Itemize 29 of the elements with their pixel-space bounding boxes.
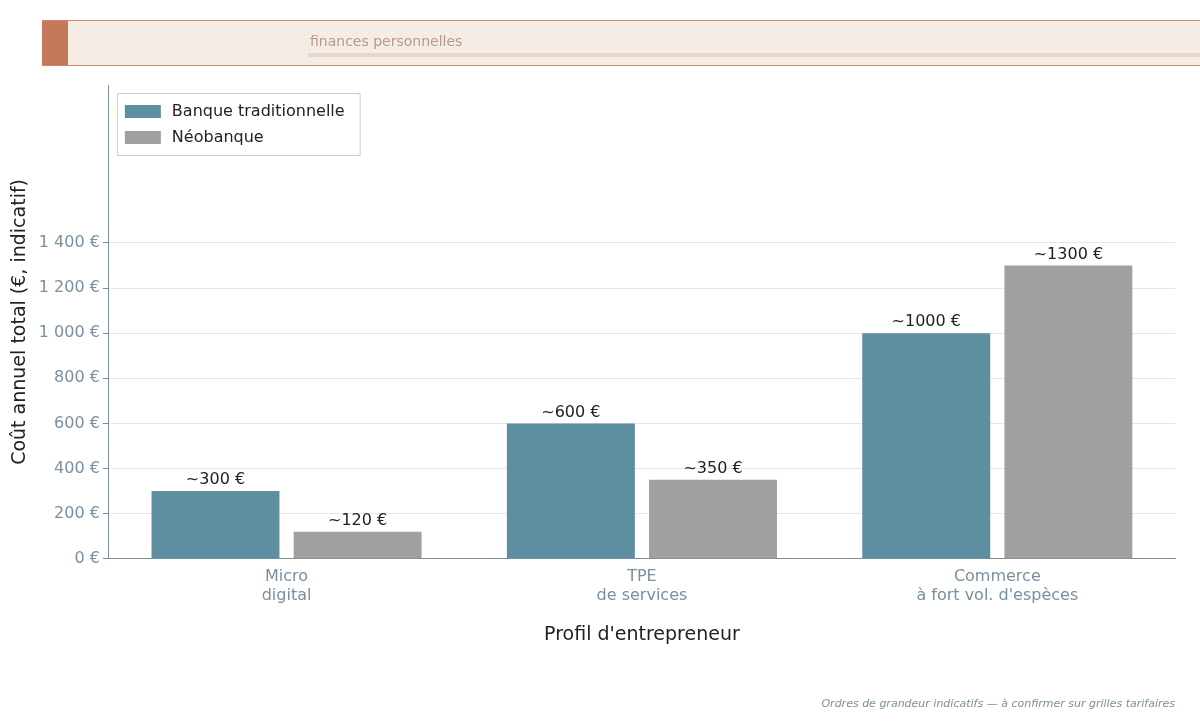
bar	[649, 479, 777, 559]
data-label: ~350 €	[683, 457, 743, 477]
y-tick-label: 600 €	[54, 412, 100, 432]
legend-label: Banque traditionnelle	[171, 101, 345, 121]
x-tick-label: TPE de services	[596, 565, 688, 604]
chart-subtitle: finances personnelles	[310, 33, 463, 49]
bar	[151, 491, 280, 559]
y-tick-label: 0 €	[74, 547, 100, 567]
bar	[506, 423, 635, 559]
y-axis-title: Coût annuel total (€, indicatif)	[7, 178, 30, 465]
x-tick-label: Micro digital	[261, 565, 312, 604]
bar	[1004, 265, 1133, 559]
data-label: ~1300 €	[1033, 243, 1104, 263]
bar	[862, 333, 991, 559]
y-tick-label: 200 €	[54, 502, 100, 522]
data-label: ~600 €	[541, 401, 601, 421]
y-tick-label: 400 €	[54, 457, 100, 477]
bar	[293, 531, 422, 559]
y-tick-label: 1 000 €	[38, 322, 100, 342]
y-tick-label: 800 €	[54, 367, 100, 387]
data-label: ~300 €	[185, 469, 246, 489]
legend-label: Néobanque	[171, 127, 264, 147]
data-label: ~120 €	[328, 509, 388, 529]
x-tick-label: Commerce à fort vol. d'espèces	[916, 565, 1079, 604]
x-axis-title: Profil d'entrepreneur	[544, 621, 740, 644]
y-tick-label: 1 200 €	[38, 277, 100, 297]
data-label: ~1000 €	[891, 311, 961, 331]
text: Ordres de grandeur indicatifs — à confirmer sur grilles tarifaires	[821, 697, 1175, 710]
y-tick-label: 1 400 €	[38, 232, 100, 252]
